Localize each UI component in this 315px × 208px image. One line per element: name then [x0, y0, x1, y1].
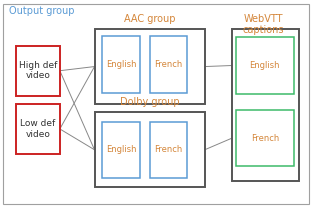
FancyBboxPatch shape [236, 110, 294, 166]
Text: French: French [251, 134, 279, 143]
Text: High def
video: High def video [19, 61, 57, 80]
FancyBboxPatch shape [232, 29, 299, 181]
FancyBboxPatch shape [16, 104, 60, 154]
Text: English: English [249, 61, 280, 70]
FancyBboxPatch shape [94, 112, 205, 187]
FancyBboxPatch shape [236, 37, 294, 94]
Text: Output group: Output group [9, 6, 75, 16]
Text: WebVTT
captions: WebVTT captions [242, 14, 284, 35]
Text: Dolby group: Dolby group [120, 97, 180, 107]
FancyBboxPatch shape [150, 36, 187, 93]
Text: French: French [154, 145, 183, 154]
Text: English: English [106, 145, 136, 154]
FancyBboxPatch shape [102, 122, 140, 178]
FancyBboxPatch shape [94, 29, 205, 104]
Text: English: English [106, 60, 136, 69]
FancyBboxPatch shape [150, 122, 187, 178]
Text: French: French [154, 60, 183, 69]
FancyBboxPatch shape [3, 4, 309, 204]
FancyBboxPatch shape [16, 46, 60, 96]
FancyBboxPatch shape [102, 36, 140, 93]
Text: Low def
video: Low def video [20, 119, 55, 139]
Text: AAC group: AAC group [124, 14, 175, 24]
